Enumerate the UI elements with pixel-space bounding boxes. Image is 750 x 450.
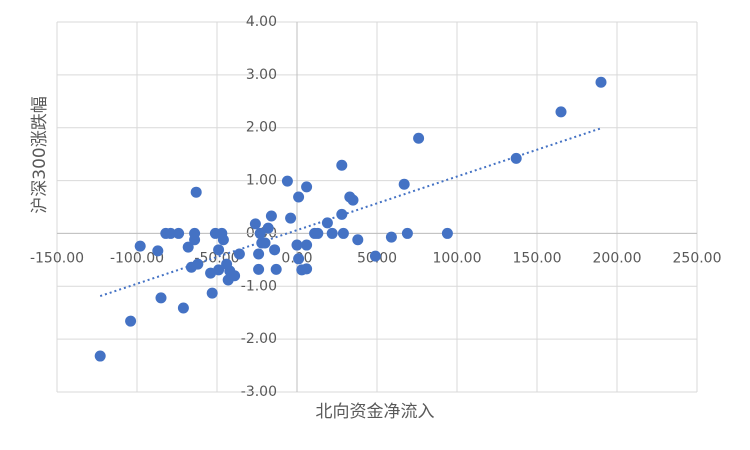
y-tick-label: 2.00	[246, 120, 277, 136]
point	[262, 222, 274, 234]
point	[321, 217, 333, 229]
y-tick-label: 4.00	[246, 14, 277, 30]
point	[177, 302, 189, 314]
point	[369, 250, 381, 262]
point	[217, 234, 229, 246]
point	[182, 241, 194, 253]
point	[270, 263, 282, 275]
point	[206, 287, 218, 299]
point	[441, 227, 453, 239]
point	[385, 231, 397, 243]
point	[352, 234, 364, 246]
y-tick-label: -1.00	[241, 278, 277, 294]
x-tick-label: 150.00	[513, 250, 562, 266]
point	[595, 76, 607, 88]
point	[265, 210, 277, 222]
point	[312, 227, 324, 239]
point	[125, 315, 137, 327]
point	[213, 264, 225, 276]
point	[301, 181, 313, 193]
point	[269, 244, 281, 256]
point	[326, 227, 338, 239]
point	[229, 270, 241, 282]
point	[213, 244, 225, 256]
point	[281, 175, 293, 187]
point	[254, 227, 266, 239]
x-tick-label: 250.00	[673, 250, 722, 266]
point	[189, 234, 201, 246]
point	[398, 178, 410, 190]
x-tick-label: 200.00	[593, 250, 642, 266]
point	[94, 350, 106, 362]
point	[301, 239, 313, 251]
point	[192, 258, 204, 270]
point	[233, 248, 245, 260]
point	[285, 212, 297, 224]
point	[253, 248, 265, 260]
y-tick-label: 1.00	[246, 173, 277, 189]
x-tick-label: -150.00	[30, 250, 84, 266]
point	[347, 194, 359, 206]
point	[152, 245, 164, 257]
y-tick-label: -3.00	[241, 384, 277, 400]
point	[401, 227, 413, 239]
point	[253, 263, 265, 275]
x-axis-label: 北向资金净流入	[316, 402, 435, 422]
y-tick-label: -2.00	[241, 331, 277, 347]
point	[259, 237, 271, 249]
point	[555, 106, 567, 118]
point	[155, 292, 167, 304]
x-tick-label: 100.00	[433, 250, 482, 266]
point	[301, 263, 313, 275]
y-tick-label: 3.00	[246, 67, 277, 83]
point	[134, 240, 146, 252]
point	[249, 218, 261, 230]
y-axis-label: 沪深300涨跌幅	[30, 96, 50, 213]
x-tick-label: -100.00	[110, 250, 164, 266]
point	[190, 186, 202, 198]
point	[293, 191, 305, 203]
trendline	[99, 127, 602, 298]
point	[336, 159, 348, 171]
point	[293, 253, 305, 265]
point	[510, 152, 522, 164]
point	[165, 227, 177, 239]
point	[337, 227, 349, 239]
point	[173, 227, 185, 239]
point	[291, 239, 303, 251]
point	[413, 132, 425, 144]
